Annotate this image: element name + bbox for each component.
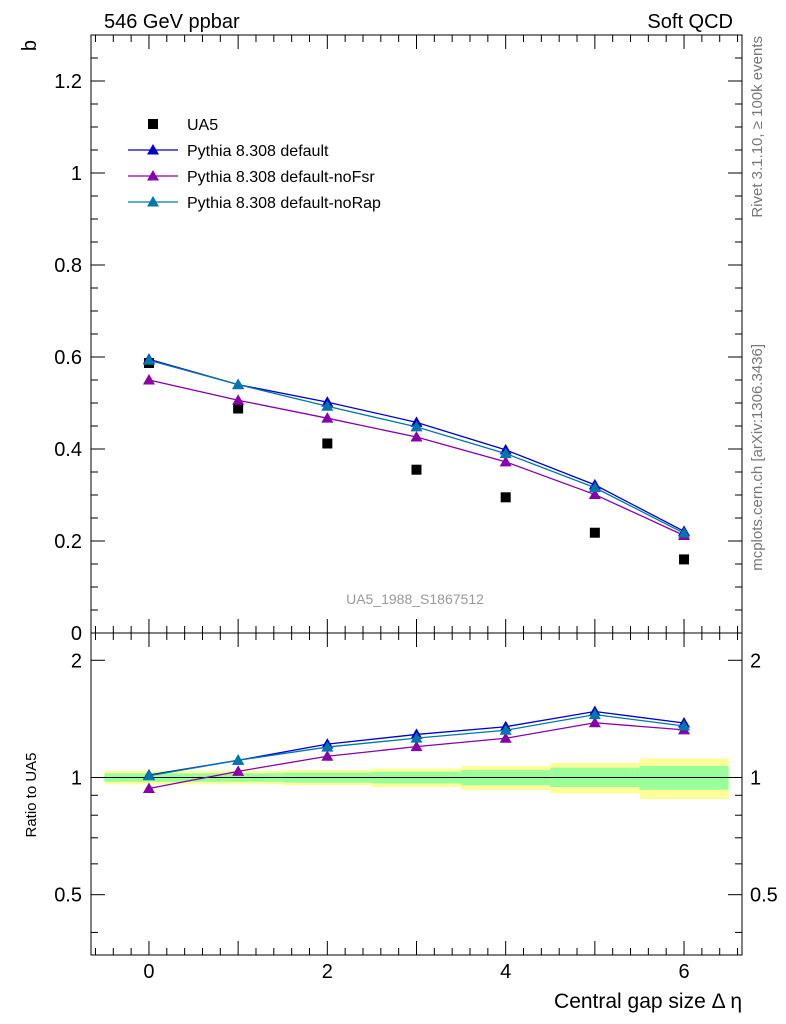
- header-right: Soft QCD: [647, 11, 733, 33]
- y-tick-label: 0.2: [54, 531, 82, 553]
- main-point: [321, 412, 334, 423]
- main-point: [142, 374, 155, 385]
- data-series: [142, 353, 691, 793]
- ratio-point: [321, 750, 334, 761]
- ratio-point: [499, 732, 512, 743]
- main-point: [500, 492, 511, 503]
- ratio-point: [678, 719, 691, 731]
- ratio-y-tick-label: 0.5: [54, 885, 82, 907]
- ratio-point: [232, 754, 245, 765]
- main-point: [679, 554, 690, 565]
- main-line-2: [148, 379, 685, 537]
- legend-entry-3: Pythia 8.308 default-noRap: [128, 195, 381, 212]
- ratio-series-2: [142, 708, 691, 781]
- ratio-uncertainty-bands: [91, 758, 742, 800]
- main-series-0: [143, 357, 690, 565]
- ratio-series-1: [142, 716, 691, 793]
- main-line-3: [148, 359, 685, 534]
- y-tick-label: 0.8: [54, 255, 82, 277]
- ratio-point: [142, 769, 155, 781]
- rivet-label: Rivet 3.1.10, ≥ 100k events: [749, 36, 766, 218]
- main-point: [232, 378, 245, 390]
- main-point: [322, 438, 333, 449]
- legend-marker: [148, 119, 158, 129]
- ratio-point: [499, 724, 512, 735]
- main-point: [588, 488, 601, 500]
- legend-label: Pythia 8.308 default: [187, 143, 329, 160]
- x-axis-label: Central gap size Δ η: [554, 990, 742, 1013]
- main-point: [499, 447, 512, 459]
- legend-label: Pythia 8.308 default-noRap: [187, 195, 381, 212]
- x-tick-label: 6: [678, 961, 689, 983]
- main-line-1: [148, 358, 685, 532]
- analysis-watermark: UA5_1988_S1867512: [346, 591, 484, 607]
- legend-label: Pythia 8.308 default-noFsr: [187, 169, 375, 186]
- legend-label: UA5: [187, 117, 218, 134]
- x-tick-label: 4: [500, 961, 511, 983]
- y-tick-label: 1: [71, 163, 82, 185]
- ratio-y-axis-label: Ratio to UA5: [23, 752, 40, 837]
- legend-marker: [147, 144, 159, 155]
- main-series-3: [142, 354, 691, 538]
- ratio-point: [321, 741, 334, 752]
- ratio-y-tick-label-right: 1: [750, 767, 761, 789]
- y-tick-label: 0: [71, 623, 82, 645]
- main-point: [588, 481, 601, 493]
- legend-entry-0: UA5: [148, 117, 218, 134]
- legend: UA5 Pythia 8.308 default Pythia 8.308 defa…: [128, 117, 381, 212]
- ratio-point: [142, 782, 155, 793]
- main-point: [678, 527, 691, 538]
- main-point: [499, 455, 512, 467]
- y-tick-label: 0.6: [54, 347, 82, 369]
- main-point: [411, 464, 422, 475]
- header-left: 546 GeV ppbar: [104, 11, 240, 33]
- mcplots-label: mcplots.cern.ch [arXiv:1306.3436]: [749, 344, 766, 571]
- legend-entry-1: Pythia 8.308 default: [128, 143, 329, 160]
- ratio-point: [410, 732, 423, 743]
- legend-entry-2: Pythia 8.308 default-noFsr: [128, 169, 375, 186]
- main-point: [589, 527, 600, 538]
- ratio-y-tick-label-right: 2: [750, 650, 761, 672]
- ratio-point: [410, 740, 423, 752]
- ratio-point: [588, 708, 601, 720]
- ratio-y-tick-label: 1: [71, 767, 82, 789]
- legend-marker: [147, 170, 159, 181]
- ratio-y-tick-label: 2: [71, 650, 82, 672]
- ratio-point: [232, 765, 245, 776]
- x-tick-label: 2: [322, 961, 333, 983]
- main-y-axis-label: b: [19, 40, 41, 51]
- x-tick-label: 0: [143, 961, 154, 983]
- main-point: [321, 400, 334, 411]
- main-point: [410, 431, 423, 442]
- main-point: [232, 394, 245, 405]
- main-point: [142, 354, 155, 365]
- main-series-2: [142, 374, 691, 540]
- ratio-y-tick-label-right: 0.5: [750, 885, 778, 907]
- y-tick-label: 1.2: [54, 71, 82, 93]
- legend-marker: [147, 196, 159, 207]
- main-point: [233, 403, 244, 414]
- main-point: [410, 420, 423, 432]
- ratio-point: [588, 716, 601, 728]
- y-tick-label: 0.4: [54, 439, 82, 461]
- axis-ticks: 0 2 4 6 0 0.2 0.4 0.6 0.8 1 1.2 0.5 0.5 1 1 2 2: [54, 34, 778, 983]
